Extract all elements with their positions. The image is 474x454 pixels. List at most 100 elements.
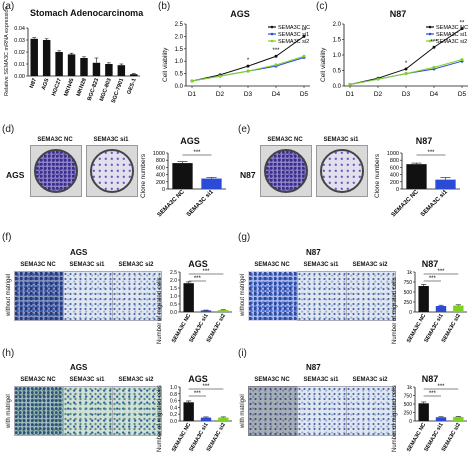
chart-b-sig-label: *** — [272, 48, 280, 54]
chart-b-point — [190, 79, 194, 83]
chart-c-ytick-label: 0.5 — [333, 69, 342, 75]
chart-e-ytick-label: 0 — [396, 187, 399, 193]
chart-h-ytick-label: 0.2 — [170, 412, 177, 418]
chart-i-bar — [453, 416, 464, 421]
chart-e-ytick-label: 400 — [390, 173, 399, 179]
chart-c-sig-label: * — [405, 61, 408, 67]
chart-c-sig-label: *** — [430, 39, 438, 45]
colony-dish-d-nc — [30, 145, 82, 197]
chart-f-bar — [218, 310, 229, 312]
panel-g-side-label: without matrigel — [240, 273, 246, 316]
chart-g-sig-label: *** — [437, 269, 445, 275]
chart-c-point — [376, 77, 380, 81]
chart-h-ytick-label: 0.8 — [170, 392, 177, 398]
colony-dish-e-si1 — [316, 145, 368, 197]
chart-c-sig-label: ** — [460, 21, 465, 27]
chart-h-ytick-label: 0.0 — [170, 419, 177, 425]
mic-i-label-si1: SEMA3C si1 — [303, 377, 339, 383]
chart-b-ytick-label: 0.0 — [175, 84, 184, 90]
chart-d-sig-label: *** — [193, 150, 201, 156]
mic-f-label-nc: SEMA3C NC — [20, 262, 56, 268]
chart-b-title: AGS — [230, 9, 250, 19]
chart-d-ytick-label: 1000 — [153, 151, 165, 157]
chart-c-point — [432, 65, 436, 69]
chart-e-category-label: SEMA3C NC — [391, 189, 421, 219]
chart-a-ytick-label: 0.03 — [14, 38, 25, 44]
chart-f-category-label: SEMA3C si2 — [206, 313, 227, 344]
chart-a-bar — [117, 65, 126, 76]
chart-g-ytick-label: 1k — [407, 270, 413, 276]
panel-g-group: N87 — [306, 248, 321, 257]
chart-c-ytick-label: 2.0 — [333, 22, 342, 28]
chart-i-sig-label: *** — [429, 391, 437, 397]
chart-f-sig-label: *** — [202, 269, 210, 275]
chart-a-category-label: BGC-823 — [87, 78, 101, 102]
mic-h-label-si1: SEMA3C si1 — [69, 377, 105, 383]
chart-a-ytick-label: 0.04 — [14, 26, 25, 32]
chart-f-ytick-label: 0.5 — [170, 302, 177, 308]
chart-c-legend-marker — [428, 39, 432, 43]
chart-a: 0.00 0.01 0.02 0.03 0.04 N87 AGS HGC27 MKN45 MKN2… — [14, 26, 140, 104]
chart-e-bar — [406, 164, 427, 189]
chart-e-ytick-label: 800 — [390, 158, 399, 164]
chart-c-xtick-label: D4 — [430, 91, 439, 98]
panel-label-i: (i) — [238, 348, 247, 359]
chart-b-xtick-label: D1 — [188, 91, 197, 98]
chart-a-ytick-label: 0.00 — [14, 74, 25, 80]
chart-c-point — [460, 27, 464, 31]
chart-c-xtick-label: D3 — [402, 91, 411, 98]
chart-a-category-label: GES-1 — [126, 78, 137, 96]
chart-b-legend-label: SEMA3C NC — [278, 25, 310, 31]
chart-h-sig-label: *** — [202, 384, 210, 390]
chart-c-legend-marker — [428, 25, 432, 29]
chart-g-sig-label: *** — [429, 276, 437, 282]
chart-b-point — [274, 63, 278, 67]
chart-f-ytick-label: 2.0 — [170, 278, 177, 284]
chart-g-ytick-label: 0 — [409, 310, 412, 316]
chart-b-sig-label: * — [247, 58, 250, 64]
mic-h-label-nc: SEMA3C NC — [20, 377, 56, 383]
mic-g-label-nc: SEMA3C NC — [254, 262, 290, 268]
panel-label-d: (d) — [2, 124, 15, 135]
chart-a-bar — [80, 58, 88, 76]
chart-i-ytick-label: 0 — [409, 419, 412, 425]
chart-i-category-label: SEMA3C si2 — [441, 422, 462, 453]
chart-b-xtick-label: D2 — [216, 91, 225, 98]
mic-i-label-si2: SEMA3C si2 — [352, 377, 388, 383]
chart-g-ytick-label: 750 — [404, 280, 413, 286]
chart-c-xtick-label: D2 — [374, 91, 383, 98]
chart-i-ytick-label: 500 — [404, 402, 413, 408]
chart-c-point — [404, 67, 408, 71]
panel-label-g: (g) — [238, 232, 251, 243]
chart-b-legend-marker — [270, 25, 274, 29]
chart-c-legend-marker — [428, 32, 432, 36]
chart-e-category-label: SEMA3C si1 — [420, 189, 449, 218]
migration-image-h-si2 — [112, 386, 162, 436]
chart-i-bar — [435, 417, 447, 421]
chart-a-category-label: N87 — [29, 78, 38, 90]
chart-f-ytick-label: 1.5 — [170, 286, 177, 292]
chart-h-bar — [183, 402, 194, 421]
chart-b-ytick-label: 2.5 — [175, 22, 184, 28]
chart-c-legend-label: SEMA3C si1 — [436, 32, 467, 38]
chart-d-ytick-label: 600 — [156, 165, 165, 171]
chart-b-legend-marker — [270, 32, 274, 36]
migration-image-f-si1 — [63, 271, 113, 321]
panel-label-f: (f) — [2, 232, 12, 243]
chart-c-title: N87 — [389, 9, 407, 19]
panel-label-b: (b) — [158, 1, 171, 12]
chart-a-category-label: MGC-803 — [99, 78, 113, 102]
chart-b-point — [274, 54, 278, 58]
migration-image-i-nc — [248, 386, 298, 436]
chart-h-bar — [200, 417, 212, 421]
panel-h-side-label: with matrigel — [6, 394, 12, 428]
chart-i-sig-label: *** — [437, 384, 445, 390]
chart-g-bar — [418, 286, 429, 312]
mic-g-label-si2: SEMA3C si2 — [352, 262, 388, 268]
panel-f-side-label: without matrigel — [6, 273, 12, 316]
migration-image-g-si2 — [346, 271, 396, 321]
